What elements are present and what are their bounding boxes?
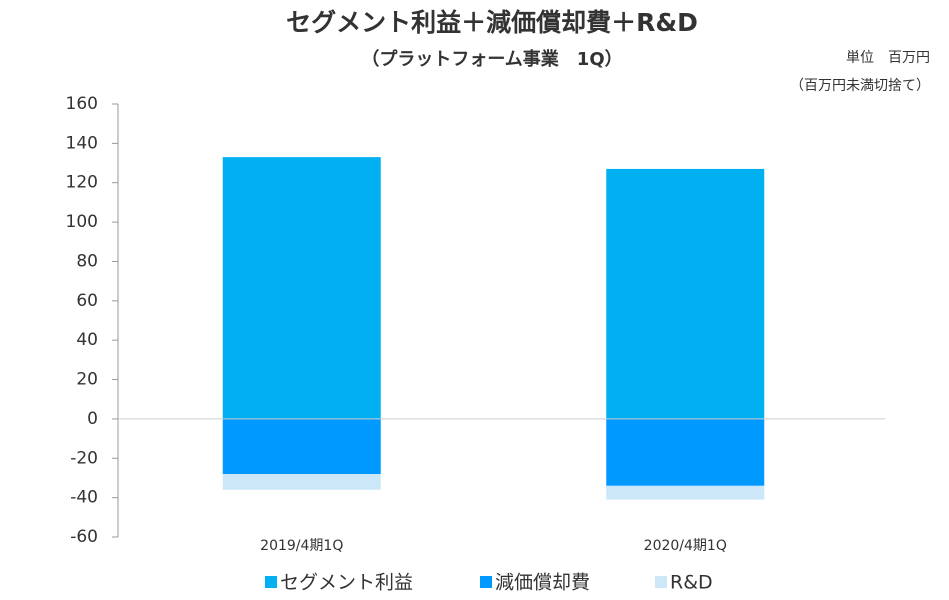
chart-subtitle: （プラットフォーム事業 1Q）	[361, 48, 622, 70]
y-tick-label: -20	[70, 448, 98, 468]
y-tick-label: 80	[76, 251, 98, 271]
y-tick-label: 60	[76, 291, 98, 311]
unit-note: （百万円未満切捨て）	[790, 77, 930, 94]
legend-swatch	[480, 576, 492, 588]
y-tick-label: 140	[66, 133, 98, 153]
y-tick-label: 0	[87, 409, 98, 429]
bar	[222, 157, 381, 419]
y-tick-label: 120	[66, 173, 98, 193]
bar	[606, 418, 765, 486]
bar	[606, 168, 765, 419]
x-tick-label: 2020/4期1Q	[644, 538, 727, 554]
bar	[222, 418, 381, 475]
y-tick-label: 40	[76, 330, 98, 350]
bar	[606, 485, 765, 500]
bar	[222, 474, 381, 490]
legend-label: 減価償却費	[495, 572, 590, 594]
y-tick-label: -40	[70, 488, 98, 508]
chart-title: セグメント利益＋減価償却費＋R&D	[286, 8, 698, 37]
unit-note: 単位 百万円	[846, 50, 930, 66]
legend-label: セグメント利益	[280, 572, 413, 594]
legend-swatch	[265, 576, 277, 588]
y-tick-label: 20	[76, 370, 98, 390]
y-tick-label: 100	[66, 212, 98, 232]
legend-label: R&D	[670, 572, 713, 594]
legend-swatch	[655, 576, 667, 588]
y-tick-label: 160	[66, 94, 98, 114]
y-tick-label: -60	[70, 527, 98, 547]
x-tick-label: 2019/4期1Q	[260, 538, 343, 554]
